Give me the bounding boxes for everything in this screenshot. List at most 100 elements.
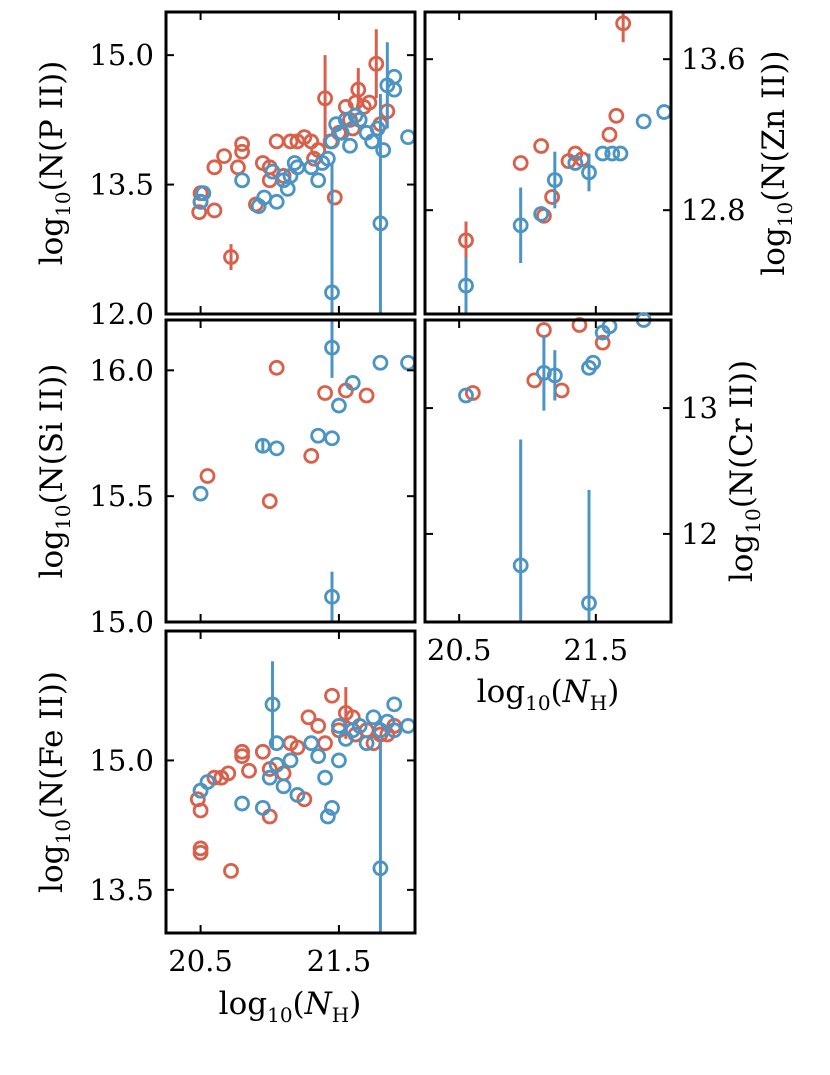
si2-ylabel: log10(N(Si II))	[34, 364, 75, 579]
fe2-red-point-7	[220, 765, 237, 782]
zn2-blue-point-2	[533, 206, 550, 222]
fe2-blue-point-24	[372, 860, 389, 877]
fe2-red-point-17	[289, 739, 306, 756]
cr2-xtick-label-1: 21.5	[564, 633, 629, 667]
p2-red-point-9	[234, 143, 250, 160]
si2-red-point-3	[303, 447, 320, 464]
zn2-blue-point-1	[512, 217, 529, 234]
fe2-red-point-12	[254, 743, 271, 760]
fe2-xlabel-sub: 10	[267, 1003, 292, 1027]
fe2-red-point-1	[192, 802, 209, 819]
zn2-blue-point-3	[546, 172, 563, 188]
si2-ytick-label-0: 15.0	[89, 605, 154, 639]
zn2-red-point-9	[608, 107, 625, 124]
p2-red-point-4	[206, 159, 223, 176]
zn2-red-point-10	[615, 15, 632, 32]
fe2-red-point-10	[234, 743, 250, 760]
zn2-red-point-8	[601, 126, 618, 143]
fe2-xtick-label-1: 21.5	[307, 944, 372, 978]
si2-ylabel-prefix: log	[34, 530, 70, 578]
cr2-red-point-0	[464, 385, 481, 401]
fe2-red-point-4	[192, 844, 209, 861]
zn2-blue-point-7	[604, 145, 621, 162]
fe2-blue-point-12	[310, 748, 327, 765]
p2-red-point-12	[261, 172, 278, 189]
fe2-blue-point-5	[264, 696, 281, 713]
cr2-xlabel-close: )	[607, 674, 619, 710]
fe2-blue-point-15	[324, 799, 340, 816]
p2-blue-point-32	[400, 129, 416, 146]
p2-blue-point-31	[386, 81, 403, 98]
p2-red-point-5	[216, 148, 233, 164]
cr2-blue-point-3	[546, 367, 563, 384]
cr2-blue-point-0	[458, 387, 474, 404]
cr2-blue-point-11	[581, 595, 597, 612]
zn2-blue-point-9	[635, 113, 652, 130]
fe2-ytick-label-0: 13.5	[89, 873, 154, 907]
fe2-marks	[189, 661, 416, 933]
cr2-ylabel-body: (N(Cr II))	[724, 360, 760, 508]
p2-red-point-30	[350, 81, 367, 98]
fe2-xlabel-close: )	[349, 986, 361, 1022]
p2-red-point-24	[326, 189, 343, 206]
p2-blue-point-21	[342, 137, 358, 154]
si2-blue-point-9	[400, 354, 416, 371]
cr2-xlabel-n: N	[562, 674, 592, 710]
si2-blue-point-2	[268, 440, 285, 457]
p2-blue-point-16	[324, 133, 340, 150]
p2-red-point-32	[361, 94, 378, 111]
p2-ylabel-body: (N(P II))	[34, 61, 70, 192]
p2-blue-point-0	[192, 193, 209, 210]
cr2-ticks: 20.5 21.5 12 13	[425, 320, 718, 667]
p2-ytick-label-0: 12.0	[89, 297, 154, 331]
cr2-xlabel-open: (	[551, 674, 563, 710]
p2-red-point-14	[268, 133, 285, 150]
cr2-red-point-1	[526, 372, 543, 389]
fe2-ylabel-sub: 10	[51, 819, 75, 844]
p2-ylabel-prefix: log	[34, 217, 70, 265]
si2-red-point-2	[268, 359, 285, 376]
fe2-blue-point-0	[192, 782, 209, 799]
fe2-blue-point-13	[317, 769, 333, 786]
cr2-ylabel-prefix: log	[724, 534, 760, 582]
zn2-blue-point-6	[594, 145, 611, 162]
p2-red-point-6	[223, 249, 239, 265]
zn2-ticks: 12.8 13.6	[425, 12, 746, 314]
panel-p2: 12.0 13.5 15.0 log10(N(P II))	[34, 10, 417, 331]
fe2-blue-point-17	[331, 752, 347, 769]
si2-blue-point-10	[324, 588, 340, 605]
fe2-red-point-22	[324, 687, 340, 704]
fe2-xtick-label-0: 20.5	[168, 944, 233, 978]
zn2-ytick-label-1: 13.6	[681, 42, 746, 76]
zn2-frame	[423, 10, 673, 316]
fe2-red-point-14	[261, 808, 278, 825]
fe2-ylabel-body: (N(Fe II))	[34, 671, 70, 819]
fe2-red-point-20	[310, 718, 327, 734]
p2-blue-point-25	[364, 133, 381, 150]
zn2-blue-point-0	[458, 277, 474, 294]
p2-red-point-0	[191, 204, 208, 221]
p2-blue-point-27	[372, 215, 389, 232]
cr2-ytick-label-0: 12	[681, 517, 718, 551]
p2-red-point-3	[206, 202, 223, 219]
si2-blue-point-3	[310, 427, 327, 444]
fe2-xlabel-nsub: H	[332, 1003, 349, 1027]
fe2-blue-point-6	[268, 735, 285, 752]
p2-blue-point-6	[268, 193, 285, 210]
fe2-blue-point-26	[386, 722, 403, 739]
p2-ylabel: log10(N(P II))	[34, 61, 75, 266]
fe2-red-point-11	[241, 762, 257, 779]
p2-marks	[191, 29, 416, 314]
panel-fe2: 20.5 21.5 13.5 15.0 log10(N(Fe II))	[34, 629, 417, 978]
cr2-ylabel: log10(N(Cr II))	[724, 360, 765, 582]
si2-red-point-6	[358, 387, 375, 404]
cr2-red-point-2	[536, 322, 552, 338]
cr2-xlabel-prefix: log	[477, 674, 525, 710]
fe2-ylabel-prefix: log	[34, 845, 70, 893]
p2-blue-point-1	[195, 185, 212, 202]
si2-ytick-label-2: 16.0	[89, 353, 154, 387]
p2-frame	[164, 10, 417, 316]
p2-blue-point-22	[347, 107, 364, 124]
fe2-blue-point-16	[331, 718, 347, 734]
p2-blue-point-2	[234, 172, 250, 189]
